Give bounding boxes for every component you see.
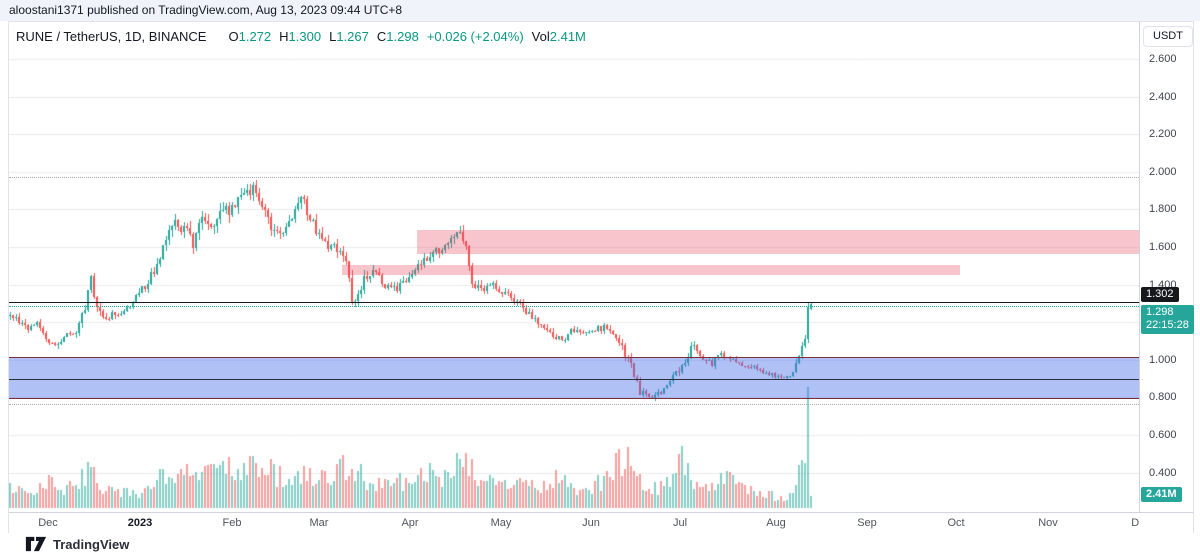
symbol-title: RUNE / TetherUS, 1D, BINANCE [16, 29, 207, 44]
price-line-label: 1.302 [1141, 287, 1179, 302]
y-axis-tick: 2.600 [1149, 53, 1177, 65]
high-value: 1.300 [288, 29, 322, 44]
candlestick-canvas[interactable] [9, 22, 1139, 512]
time-axis-tick: Oct [947, 517, 965, 529]
dotted-level-high[interactable] [9, 177, 1139, 178]
supply-zone-lower[interactable] [342, 265, 960, 275]
current-price-line [9, 306, 1139, 307]
current-price-value: 1.298 [1146, 306, 1174, 318]
close-label: C [376, 29, 387, 44]
dotted-level-low[interactable] [9, 404, 1139, 405]
countdown-timer: 22:15:28 [1146, 319, 1189, 331]
y-axis-tick: 0.600 [1149, 429, 1177, 441]
y-axis-tick: 2.200 [1149, 128, 1177, 140]
time-axis-tick: Nov [1038, 517, 1058, 529]
low-label: L [329, 29, 337, 44]
y-axis-tick: 1.600 [1149, 241, 1177, 253]
time-axis-tick: May [490, 517, 512, 529]
y-axis-tick: 1.000 [1149, 354, 1177, 366]
attribution-bar: aloostani1371 published on TradingView.c… [0, 0, 1200, 21]
volume-label: Vol [531, 29, 550, 44]
change-value: +0.026 (+2.04%) [426, 29, 524, 44]
open-value: 1.272 [238, 29, 272, 44]
time-axis-tick: 2023 [127, 517, 153, 529]
low-value: 1.267 [336, 29, 369, 44]
y-axis-tick: 1.800 [1149, 203, 1177, 215]
high-label: H [279, 29, 289, 44]
time-axis-tick: Mar [309, 517, 329, 529]
currency-toggle-button[interactable]: USDT [1143, 26, 1193, 47]
current-price-label: 1.298 22:15:28 [1141, 305, 1194, 334]
y-axis-tick: 2.400 [1149, 91, 1177, 103]
time-axis-tick: Jul [672, 517, 688, 529]
chart-card: RUNE / TetherUS, 1D, BINANCE O1.272 H1.300… [8, 21, 1194, 534]
price-axis[interactable]: 0.4000.6000.8001.0001.2001.4001.6001.800… [1139, 22, 1194, 512]
y-axis-tick: 0.800 [1149, 391, 1177, 403]
volume-value: 2.41M [549, 29, 586, 44]
demand-zone[interactable] [9, 357, 1139, 399]
y-axis-tick: 2.000 [1149, 166, 1177, 178]
time-axis[interactable]: Dec 2023 Feb Mar Apr May Jun Jul Aug Sep Oct Nov Dec [9, 512, 1193, 533]
demand-zone-midline [9, 379, 1139, 380]
time-axis-tick: Feb [222, 517, 242, 529]
time-axis-tick: Jun [582, 517, 600, 529]
tradingview-logo-link[interactable]: TradingView [25, 536, 129, 552]
tradingview-logo-icon [25, 536, 47, 552]
footer: TradingView [0, 533, 1200, 560]
time-axis-tick: Sep [857, 517, 877, 529]
tradingview-wordmark: TradingView [53, 536, 130, 552]
attribution-text: aloostani1371 published on TradingView.c… [9, 3, 403, 17]
close-value: 1.298 [386, 29, 419, 44]
open-label: O [228, 29, 239, 44]
time-axis-labels: Dec 2023 Feb Mar Apr May Jun Jul Aug Sep Oct Nov Dec [9, 513, 1139, 533]
supply-zone-upper[interactable] [417, 230, 1139, 254]
time-axis-tick: Aug [766, 517, 786, 529]
volume-axis-label: 2.41M [1141, 487, 1182, 502]
time-axis-tick: Apr [401, 517, 419, 529]
time-axis-tick: Dec [38, 517, 58, 529]
symbol-legend: RUNE / TetherUS, 1D, BINANCE O1.272 H1.300… [16, 29, 586, 44]
horizontal-price-line[interactable] [9, 302, 1139, 303]
price-pane[interactable]: RUNE / TetherUS, 1D, BINANCE O1.272 H1.300… [9, 22, 1139, 512]
time-axis-tick: Dec [1131, 517, 1139, 529]
y-axis-tick: 0.400 [1149, 467, 1177, 479]
